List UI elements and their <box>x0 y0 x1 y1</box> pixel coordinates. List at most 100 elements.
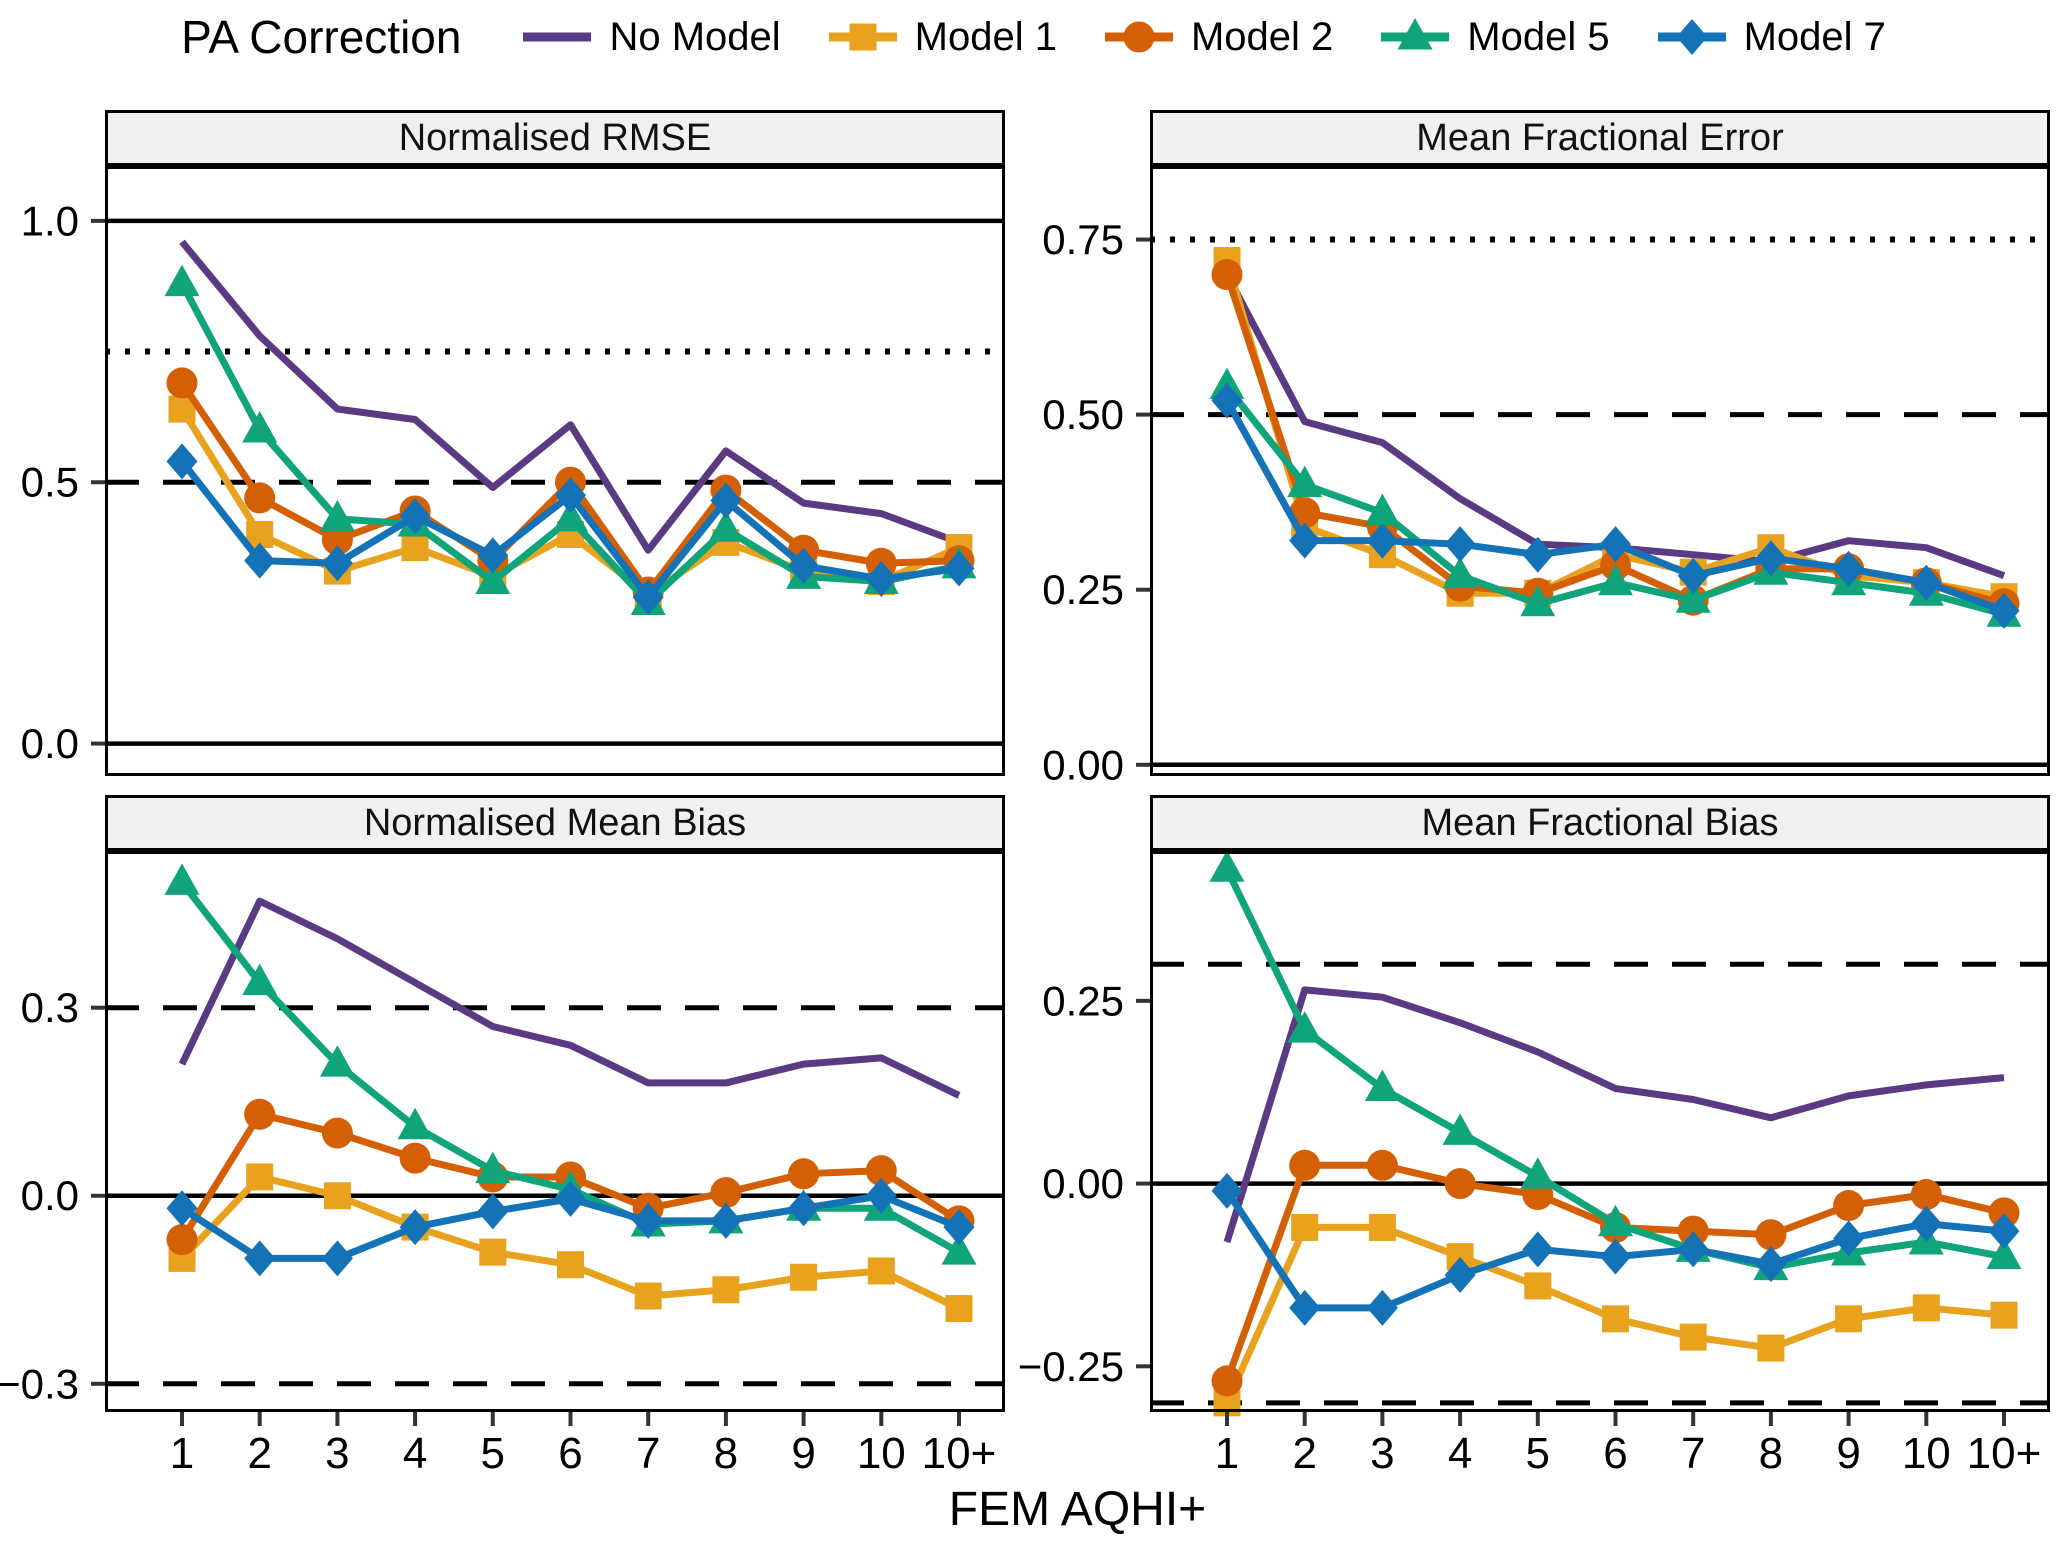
data-point-model-7 <box>1677 557 1709 594</box>
data-point-model-2 <box>865 1155 897 1187</box>
y-tick-label: 0.75 <box>1042 216 1124 263</box>
data-point-model-7 <box>166 443 198 480</box>
data-point-model-5 <box>1287 1011 1323 1043</box>
x-tick-label: 4 <box>1448 1429 1472 1478</box>
x-tick-label: 2 <box>1292 1429 1316 1478</box>
plot-background <box>105 166 1005 776</box>
data-point-model-2 <box>1289 1149 1321 1181</box>
data-point-model-5 <box>1598 1204 1633 1237</box>
x-tick-label: 1 <box>1215 1429 1239 1478</box>
legend-item-label: Model 1 <box>914 14 1057 59</box>
panel-title: Mean Fractional Error <box>1416 116 1784 159</box>
data-point-model-7 <box>477 537 509 574</box>
data-point-model-7 <box>1444 1256 1476 1293</box>
plot-background <box>1150 166 2050 776</box>
data-point-model-5 <box>397 1107 433 1140</box>
legend-item-label: Model 5 <box>1467 14 1610 59</box>
circle-marker-icon <box>1104 21 1173 53</box>
data-point-model-5 <box>1209 850 1245 882</box>
x-axis-title: FEM AQHI+ <box>948 1483 1207 1536</box>
data-point-model-5 <box>242 410 278 443</box>
data-point-model-2 <box>166 367 198 399</box>
data-point-model-5 <box>319 1045 355 1077</box>
data-point-model-7 <box>166 1190 198 1227</box>
y-tick-label: 1.0 <box>21 197 79 244</box>
data-point-model-1 <box>1912 1294 1940 1322</box>
data-point-model-2 <box>1211 259 1243 291</box>
data-point-model-1 <box>790 1263 818 1291</box>
panel-normalised-mean-bias: Normalised Mean Bias 0.3 0.0 −0.3 1 2 3 4 5 6 7 8 9 1… <box>0 795 1005 1478</box>
data-point-model-2 <box>1988 1197 2020 1229</box>
data-point-model-2 <box>1910 1179 1942 1211</box>
data-point-model-1 <box>323 1182 351 1210</box>
data-point-model-5 <box>1442 556 1478 589</box>
data-point-model-1 <box>945 1295 973 1323</box>
data-point-model-7 <box>1522 536 1554 573</box>
data-point-model-5 <box>1287 465 1323 498</box>
panel-border <box>105 166 1005 776</box>
panel-strip: Normalised RMSE <box>105 110 1005 166</box>
data-point-model-5 <box>1598 563 1633 596</box>
x-tick-label: 1 <box>170 1429 194 1478</box>
data-point-model-5 <box>1364 1069 1400 1102</box>
plot-area: 0.3 0.0 −0.3 1 2 3 4 5 6 7 8 9 10 10+ <box>0 851 1005 1478</box>
data-point-model-7 <box>1444 526 1476 563</box>
series-line-no-model <box>178 897 961 1099</box>
data-point-model-7 <box>1755 1245 1787 1282</box>
data-point-model-5 <box>164 863 200 895</box>
panel-title: Mean Fractional Bias <box>1421 801 1779 844</box>
data-point-model-7 <box>1600 526 1631 563</box>
legend-title: PA Correction <box>181 11 462 63</box>
data-point-model-7 <box>244 1240 276 1277</box>
data-point-model-7 <box>1910 564 1942 601</box>
panel-title: Normalised Mean Bias <box>363 801 747 844</box>
data-point-model-1 <box>401 534 429 562</box>
plot-background <box>105 851 1005 1412</box>
y-tick-label: 0.00 <box>1042 1160 1124 1207</box>
data-point-model-7 <box>555 477 586 514</box>
data-point-model-1 <box>1368 1213 1396 1241</box>
data-point-model-2 <box>1833 1190 1865 1222</box>
plot-area: 0.75 0.50 0.25 0.00 <box>1042 166 2050 788</box>
data-point-model-2 <box>321 524 353 556</box>
data-point-model-5 <box>708 510 744 542</box>
data-point-model-5 <box>941 1233 977 1265</box>
x-tick-label: 5 <box>481 1429 505 1478</box>
panel-mean-fractional-error: Mean Fractional Error 0.75 0.50 0.25 0.00 <box>1042 110 2050 788</box>
data-point-model-2 <box>1444 1168 1476 1200</box>
data-point-model-7 <box>1522 1231 1554 1268</box>
data-point-model-7 <box>1910 1205 1942 1242</box>
data-point-model-2 <box>1755 1219 1787 1251</box>
series-line-no-model <box>179 239 961 554</box>
x-tick-label: 8 <box>1759 1429 1783 1478</box>
y-tick-label: 0.5 <box>21 459 79 506</box>
plot-area: 0.25 0.00 −0.25 1 2 3 4 5 6 7 8 9 10 10+ <box>1018 850 2050 1478</box>
data-point-model-1 <box>867 1257 895 1285</box>
data-point-model-5 <box>1520 1157 1556 1189</box>
y-tick-label: −0.25 <box>1018 1343 1124 1390</box>
legend-key-square <box>849 23 877 51</box>
data-point-model-7 <box>1833 550 1865 587</box>
series-line-no-model <box>1223 986 2005 1244</box>
x-tick-label: 10+ <box>922 1429 997 1478</box>
legend-key-circle <box>1123 21 1155 53</box>
data-point-model-7 <box>632 579 664 616</box>
legend-item-model-5: Model 5 <box>1377 14 1610 60</box>
data-point-model-2 <box>1366 1149 1398 1181</box>
data-point-model-7 <box>710 1202 742 1239</box>
y-tick-label: 0.00 <box>1042 741 1124 788</box>
x-tick-label: 10 <box>1902 1429 1951 1478</box>
data-point-model-2 <box>244 482 276 514</box>
legend-key-diamond <box>1676 19 1708 55</box>
legend-item-no-model: No Model <box>519 14 781 60</box>
data-point-model-5 <box>1986 1237 2022 1270</box>
line-swatch-icon <box>523 32 592 42</box>
legend-item-model-2: Model 2 <box>1101 14 1333 60</box>
data-point-model-7 <box>1755 540 1787 577</box>
data-point-model-7 <box>399 498 431 535</box>
x-tick-label: 3 <box>325 1429 349 1478</box>
data-point-model-5 <box>1442 1113 1478 1145</box>
data-point-model-7 <box>865 1177 897 1214</box>
data-point-model-1 <box>712 1276 740 1304</box>
data-point-model-7 <box>477 1193 509 1230</box>
